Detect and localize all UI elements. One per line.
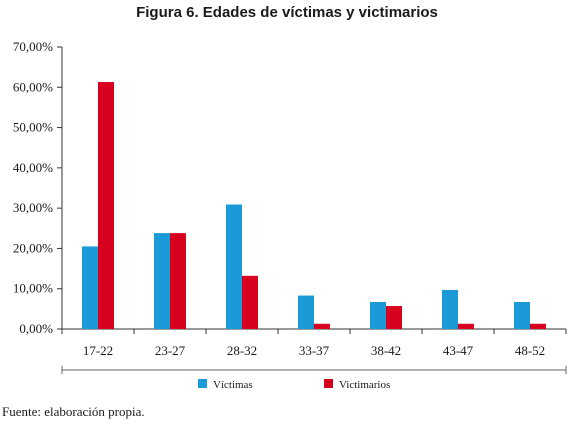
y-tick-label: 0,00% [19,321,53,336]
bar-1 [98,82,114,329]
y-tick-label: 40,00% [13,160,53,175]
bar-0 [154,233,170,329]
bar-1 [170,233,186,329]
x-tick-label: 48-52 [515,343,545,358]
source-note: Fuente: elaboración propia. [2,404,145,419]
y-tick-label: 70,00% [13,39,53,54]
x-tick-label: 23-27 [155,343,186,358]
x-tick-label: 43-47 [443,343,474,358]
bar-1 [530,323,546,329]
bar-0 [442,289,458,329]
x-tick-label: 17-22 [83,343,113,358]
bar-0 [298,295,314,329]
chart-title: Figura 6. Edades de víctimas y victimari… [136,4,438,21]
bar-0 [82,246,98,329]
legend-label: Víctimas [213,379,253,391]
bar-0 [514,302,530,329]
y-tick-label: 50,00% [13,120,53,135]
legend-swatch [324,379,333,388]
bar-1 [458,323,474,329]
legend-label: Victimarios [339,379,390,391]
bar-1 [242,275,258,329]
y-tick-label: 20,00% [13,240,53,255]
x-tick-label: 28-32 [227,343,257,358]
bar-1 [314,323,330,329]
x-tick-label: 33-37 [299,343,330,358]
y-tick-label: 10,00% [13,281,53,296]
x-tick-label: 38-42 [371,343,401,358]
y-tick-label: 30,00% [13,200,53,215]
y-tick-label: 60,00% [13,79,53,94]
legend-swatch [198,379,207,388]
bar-1 [386,306,402,329]
bar-0 [370,302,386,329]
bar-0 [226,204,242,329]
